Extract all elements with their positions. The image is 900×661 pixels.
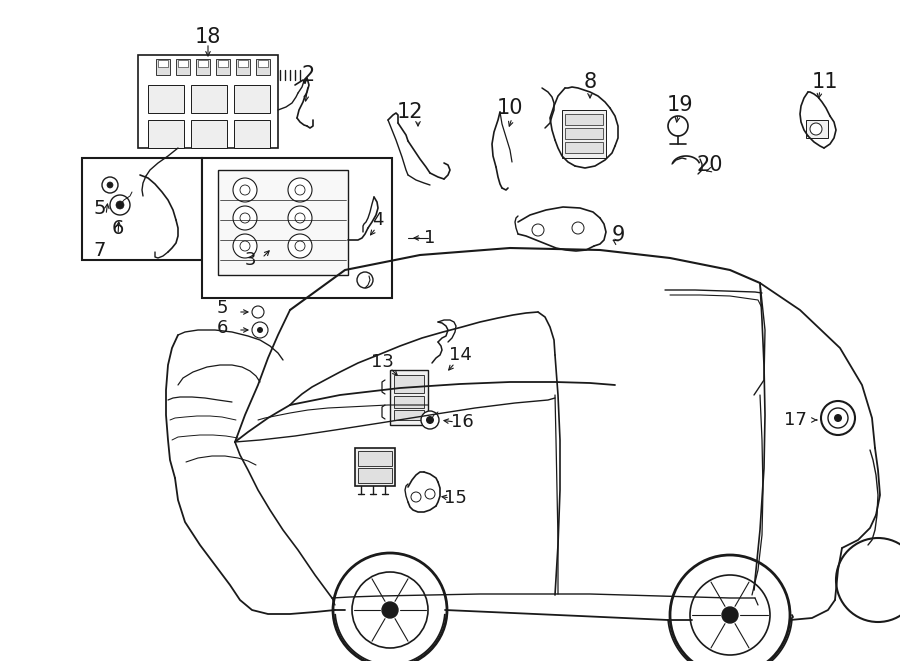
Text: 5: 5 (94, 198, 106, 217)
Bar (202, 158, 392, 298)
Circle shape (810, 123, 822, 135)
Bar (138, 55, 278, 148)
Circle shape (233, 234, 257, 258)
Bar (218, 60, 228, 67)
Bar (355, 448, 395, 486)
Text: 2: 2 (302, 65, 315, 85)
Bar (565, 142, 603, 153)
Text: 18: 18 (194, 27, 221, 47)
Bar (148, 120, 184, 148)
Circle shape (670, 555, 790, 661)
Circle shape (295, 241, 305, 251)
Circle shape (233, 178, 257, 202)
Circle shape (240, 213, 250, 223)
Bar (218, 170, 348, 275)
Text: 6: 6 (216, 319, 228, 337)
Circle shape (722, 607, 738, 623)
Circle shape (288, 206, 312, 230)
Bar (806, 120, 828, 138)
Circle shape (821, 401, 855, 435)
Bar (236, 59, 250, 75)
Circle shape (240, 185, 250, 195)
Bar (565, 114, 603, 125)
Circle shape (288, 178, 312, 202)
Circle shape (668, 116, 688, 136)
Circle shape (252, 306, 264, 318)
Bar (156, 59, 170, 75)
Text: 8: 8 (583, 72, 597, 92)
Circle shape (333, 553, 447, 661)
Text: 1: 1 (424, 229, 436, 247)
Bar (562, 110, 606, 158)
Bar (158, 60, 168, 67)
Bar (176, 59, 190, 75)
Circle shape (836, 538, 900, 622)
Text: 16: 16 (451, 413, 473, 431)
Circle shape (110, 195, 130, 215)
Bar (234, 120, 270, 148)
Circle shape (352, 572, 428, 648)
Bar (394, 375, 424, 393)
Circle shape (295, 185, 305, 195)
Text: 14: 14 (448, 346, 472, 364)
Text: 20: 20 (697, 155, 724, 175)
Circle shape (233, 206, 257, 230)
Text: 5: 5 (216, 299, 228, 317)
Bar (258, 60, 268, 67)
Bar (256, 59, 270, 75)
Circle shape (257, 327, 263, 333)
Circle shape (382, 602, 398, 618)
Bar (191, 85, 227, 113)
Circle shape (572, 222, 584, 234)
Bar (82, 158, 202, 260)
Circle shape (295, 213, 305, 223)
Circle shape (828, 408, 848, 428)
Bar (198, 60, 208, 67)
Bar (191, 120, 227, 148)
Circle shape (102, 177, 118, 193)
Circle shape (116, 201, 124, 209)
Circle shape (426, 416, 434, 424)
Bar (390, 370, 428, 425)
Bar (394, 410, 424, 420)
Circle shape (357, 272, 373, 288)
Text: 17: 17 (784, 411, 806, 429)
Bar (178, 60, 188, 67)
Bar (565, 128, 603, 139)
Bar (358, 451, 392, 466)
Circle shape (411, 492, 421, 502)
Circle shape (141, 193, 151, 203)
Circle shape (240, 241, 250, 251)
Bar (216, 59, 230, 75)
Text: 15: 15 (444, 489, 466, 507)
Text: 11: 11 (812, 72, 838, 92)
Circle shape (288, 234, 312, 258)
Text: 12: 12 (397, 102, 423, 122)
Text: 19: 19 (667, 95, 693, 115)
Bar (196, 59, 210, 75)
Text: 7: 7 (94, 241, 106, 260)
Circle shape (834, 414, 842, 422)
Circle shape (690, 575, 770, 655)
Text: 3: 3 (244, 251, 256, 269)
Circle shape (425, 489, 435, 499)
Bar (148, 85, 184, 113)
Text: 6: 6 (112, 219, 124, 237)
Circle shape (252, 322, 268, 338)
Circle shape (532, 224, 544, 236)
Bar (358, 468, 392, 483)
Text: 10: 10 (497, 98, 523, 118)
Text: 9: 9 (611, 225, 625, 245)
Circle shape (107, 182, 113, 188)
Circle shape (421, 411, 439, 429)
Bar (238, 60, 248, 67)
Bar (234, 85, 270, 113)
Bar (394, 396, 424, 408)
Text: 13: 13 (371, 353, 393, 371)
Text: 4: 4 (373, 211, 383, 229)
